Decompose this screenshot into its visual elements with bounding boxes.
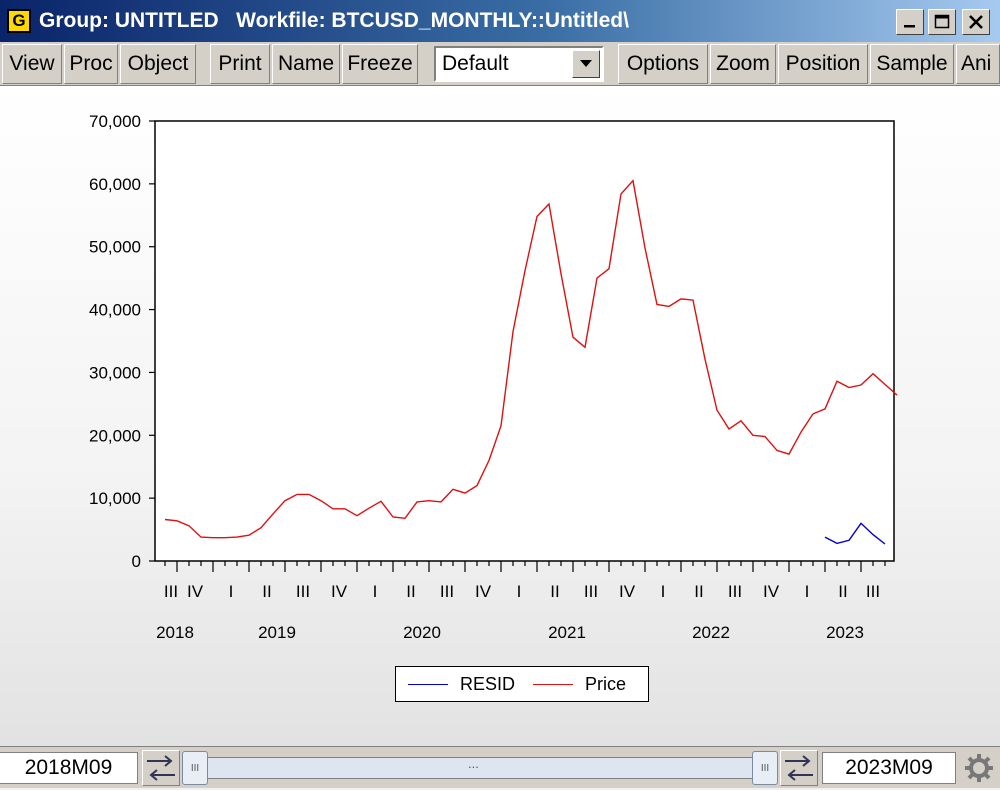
- series-layer: [164, 179, 898, 545]
- y-tick-label: 20,000: [89, 426, 141, 445]
- plot-frame: [154, 120, 895, 562]
- end-slider-thumb[interactable]: III: [752, 751, 778, 785]
- x-quarter-label: I: [229, 582, 234, 601]
- print-button[interactable]: Print: [210, 44, 270, 84]
- y-tick-label: 30,000: [89, 363, 141, 382]
- x-quarter-label: IV: [763, 582, 780, 601]
- track-dots: ...: [468, 756, 479, 771]
- y-tick-label: 0: [132, 552, 141, 571]
- sample-range-slider[interactable]: ...: [182, 756, 778, 779]
- start-slider-thumb[interactable]: III: [182, 751, 208, 785]
- x-quarter-label: IV: [619, 582, 636, 601]
- legend: RESID Price: [395, 666, 649, 702]
- view-select-value: Default: [442, 52, 509, 75]
- y-tick-label: 60,000: [89, 175, 141, 194]
- legend-label-resid: RESID: [460, 673, 516, 694]
- x-quarter-label: II: [838, 582, 847, 601]
- y-tick-label: 10,000: [89, 489, 141, 508]
- toolbar: View Proc Object Print Name Freeze Defau…: [0, 42, 1000, 86]
- proc-button[interactable]: Proc: [64, 44, 118, 84]
- arrows-right-left-icon: [785, 755, 813, 781]
- position-button[interactable]: Position: [778, 44, 868, 84]
- title-bar[interactable]: G Group: UNTITLED Workfile: BTCUSD_MONTH…: [0, 0, 1000, 42]
- y-tick-label: 50,000: [89, 238, 141, 257]
- x-year-label: 2022: [692, 623, 730, 642]
- zoom-button[interactable]: Zoom: [710, 44, 776, 84]
- sample-button[interactable]: Sample: [870, 44, 954, 84]
- legend-swatch-resid: [408, 683, 448, 685]
- x-quarter-label: IV: [187, 582, 204, 601]
- x-quarter-label: II: [694, 582, 703, 601]
- maximize-icon: [934, 14, 950, 29]
- freeze-button[interactable]: Freeze: [342, 44, 418, 84]
- x-quarter-label: III: [440, 582, 454, 601]
- x-quarter-label: II: [262, 582, 271, 601]
- group-icon: G: [7, 9, 31, 33]
- view-button[interactable]: View: [2, 44, 62, 84]
- x-quarter-label: III: [866, 582, 880, 601]
- x-quarter-label: III: [728, 582, 742, 601]
- view-select[interactable]: Default: [434, 46, 604, 82]
- y-axis: 0 10,000 20,000 30,000 40,000 50,000 60,000 70,…: [89, 112, 155, 571]
- x-year-label: 2019: [258, 623, 296, 642]
- options-button[interactable]: Options: [618, 44, 708, 84]
- sample-end-date: 2023M09: [822, 752, 956, 784]
- y-tick-label: 40,000: [89, 301, 141, 320]
- close-button[interactable]: [962, 9, 990, 35]
- minimize-button[interactable]: [896, 9, 924, 35]
- sample-start-date: 2018M09: [0, 752, 138, 784]
- x-quarter-label: IV: [475, 582, 492, 601]
- arrows-left-right-icon: [147, 755, 175, 781]
- x-quarter-label: III: [164, 582, 178, 601]
- chevron-down-icon: [580, 60, 592, 67]
- x-quarter-label: II: [550, 582, 559, 601]
- shift-right-button[interactable]: [780, 750, 818, 786]
- maximize-button[interactable]: [928, 9, 956, 35]
- settings-button[interactable]: [960, 751, 998, 785]
- x-axis: III IV I II III IV I II III IV I II III IV I II III IV I II…: [156, 561, 886, 642]
- series-line-resid: [824, 522, 886, 545]
- x-quarter-label: II: [406, 582, 415, 601]
- x-year-label: 2021: [548, 623, 586, 642]
- dropdown-arrow-button[interactable]: [572, 50, 600, 78]
- y-tick-label: 70,000: [89, 112, 141, 131]
- x-quarter-label: III: [296, 582, 310, 601]
- name-button[interactable]: Name: [272, 44, 340, 84]
- window-title: Group: UNTITLED Workfile: BTCUSD_MONTHLY…: [39, 9, 629, 32]
- shift-left-button[interactable]: [142, 750, 180, 786]
- object-button[interactable]: Object: [120, 44, 196, 84]
- close-icon: [969, 15, 983, 29]
- status-bar: 2018M09 ... III III 2023M09: [0, 746, 1000, 788]
- line-chart: 0 10,000 20,000 30,000 40,000 50,000 60,000 70,…: [89, 112, 898, 642]
- x-year-label: 2020: [403, 623, 441, 642]
- legend-label-price: Price: [585, 673, 627, 694]
- x-quarter-label: III: [584, 582, 598, 601]
- legend-swatch-price: [533, 683, 574, 685]
- x-year-label: 2023: [826, 623, 864, 642]
- chart-area: 0 10,000 20,000 30,000 40,000 50,000 60,000 70,…: [0, 86, 1000, 746]
- x-quarter-label: IV: [331, 582, 348, 601]
- series-line-price: [164, 179, 898, 539]
- x-quarter-label: I: [805, 582, 810, 601]
- x-quarter-label: I: [373, 582, 378, 601]
- gear-icon: [965, 754, 993, 782]
- animate-button[interactable]: Ani: [956, 44, 1000, 84]
- minimize-icon: [904, 25, 915, 28]
- x-year-label: 2018: [156, 623, 194, 642]
- x-quarter-label: I: [661, 582, 666, 601]
- x-quarter-label: I: [517, 582, 522, 601]
